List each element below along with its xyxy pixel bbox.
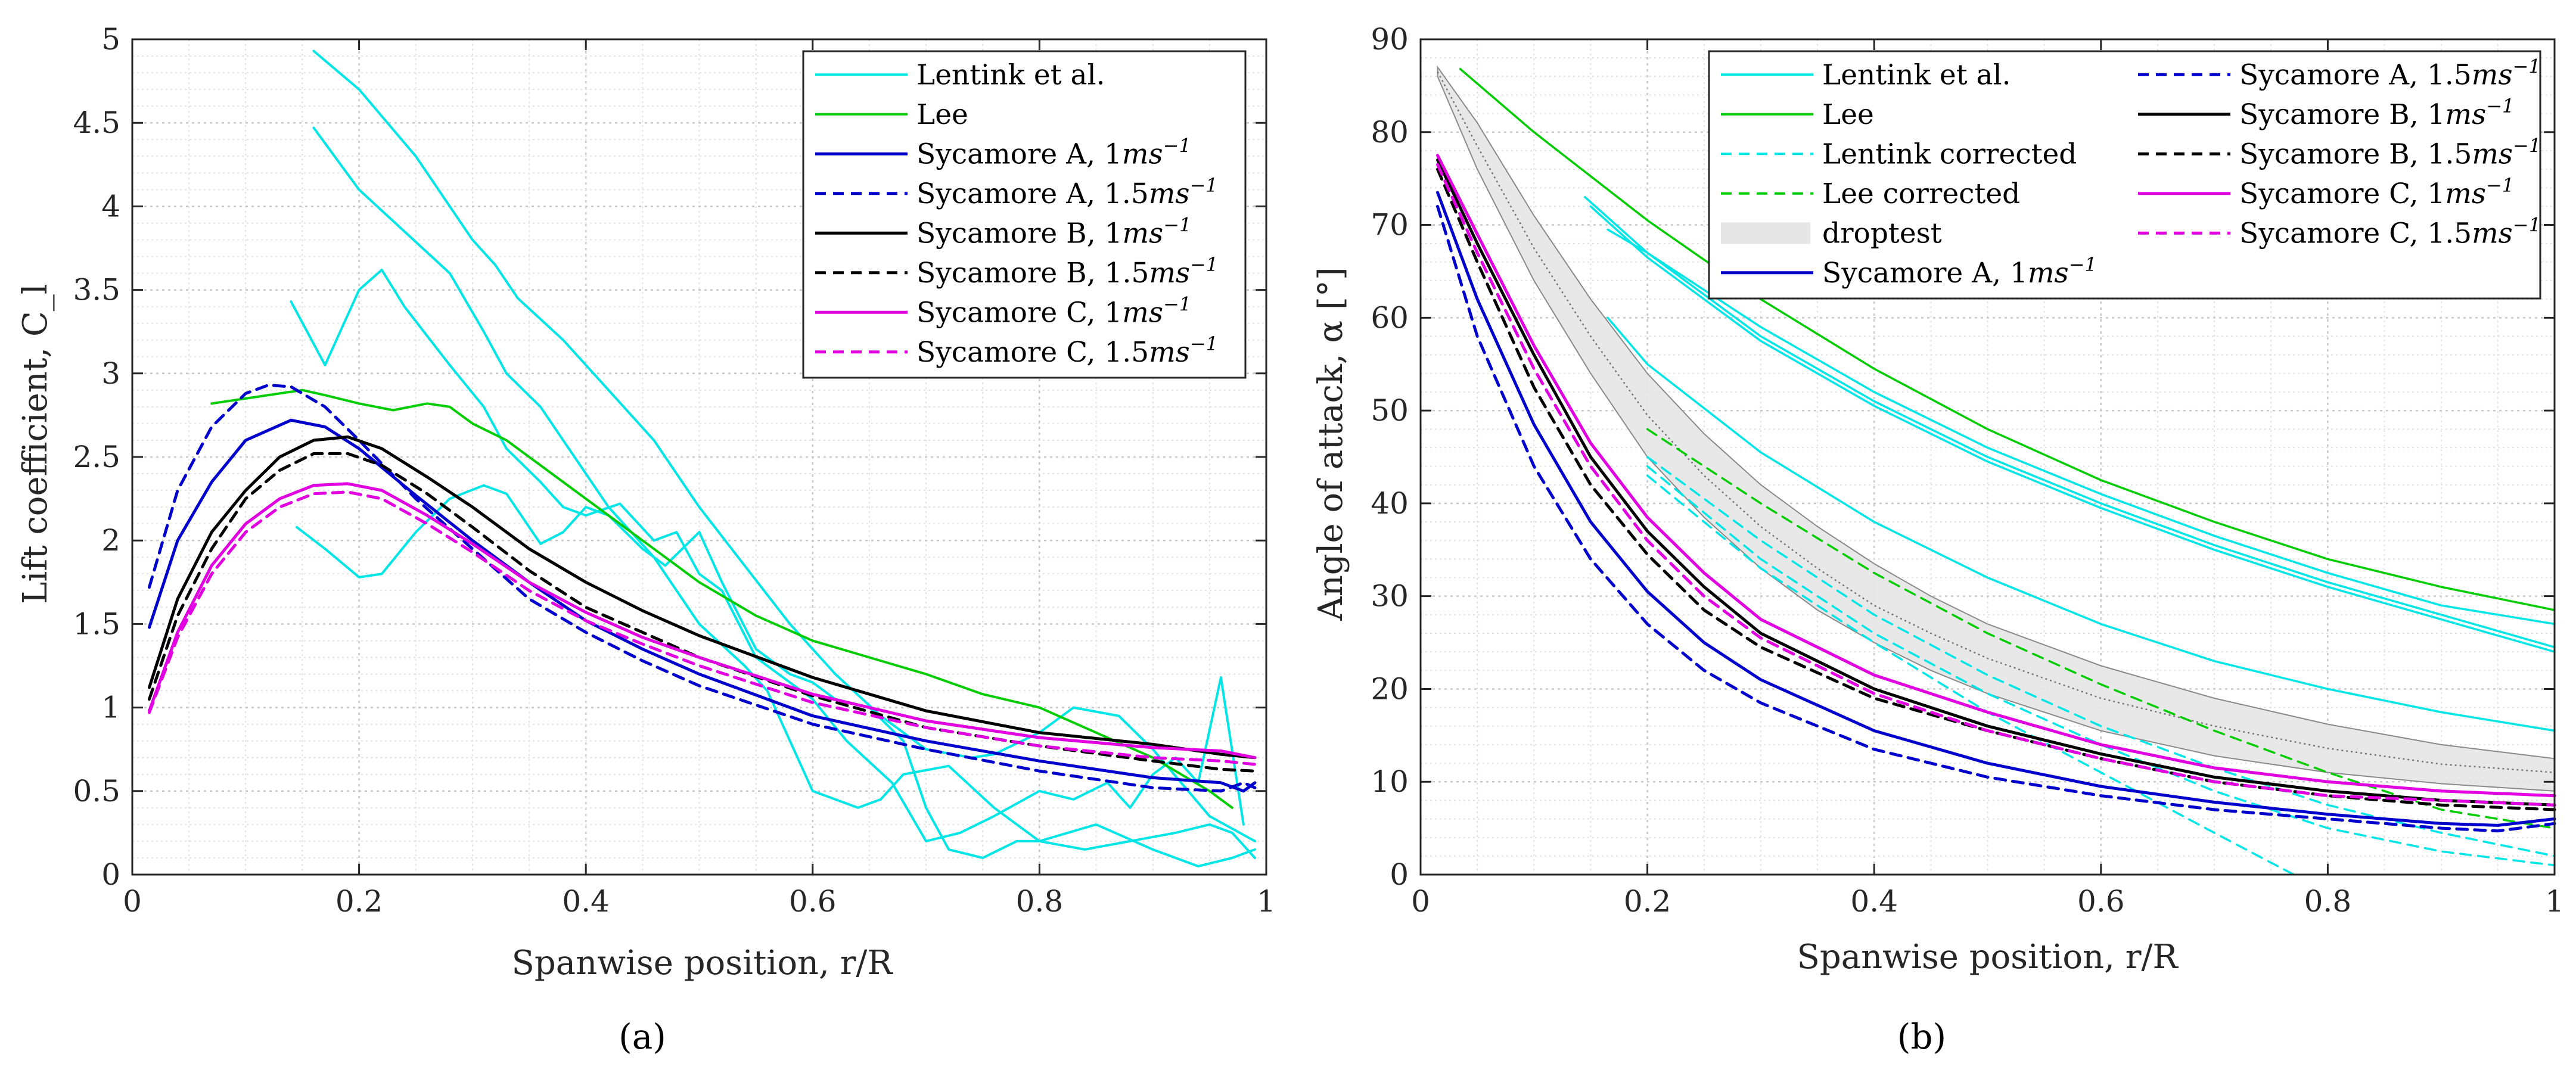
y-tick-label: 0.5 <box>73 774 120 808</box>
x-tick-label: 0.2 <box>335 884 383 919</box>
series-line-a-1 <box>312 126 1256 859</box>
series-line-a-9 <box>148 482 1257 760</box>
series-line-b-10 <box>1436 204 2556 833</box>
x-tick-label: 0.6 <box>2077 884 2125 919</box>
x-tick-label: 0.6 <box>789 884 837 919</box>
legend-label: Sycamore A, 1.5ms−1 <box>916 174 1218 210</box>
series-line-b-7 <box>1646 456 2556 857</box>
series-line-b-14 <box>1436 163 2556 807</box>
plot-frame-b <box>1419 38 2556 876</box>
droptest-mean-line <box>1437 71 2555 773</box>
series-line-b-12 <box>1436 167 2556 811</box>
legend-label: Sycamore A, 1ms−1 <box>1822 253 2097 290</box>
y-tick-label: 80 <box>1371 115 1409 150</box>
legend-box <box>802 50 1247 379</box>
y-tick-label: 70 <box>1371 208 1409 242</box>
x-tick-label: 0.2 <box>1624 884 1671 919</box>
y-tick-label: 40 <box>1371 486 1409 521</box>
series-line-a-6 <box>148 383 1257 793</box>
legend-label: Sycamore C, 1.5ms−1 <box>916 332 1218 369</box>
series-line-b-2 <box>1606 228 2556 626</box>
series-line-b-0 <box>1584 196 2556 649</box>
legend-label: droptest <box>1822 217 1942 250</box>
series-line-b-9 <box>1436 191 2556 827</box>
legend-label: Lentink corrected <box>1822 138 2077 170</box>
legend-label: Sycamore C, 1ms−1 <box>916 293 1191 329</box>
legend-label: Sycamore B, 1.5ms−1 <box>916 253 1218 290</box>
y-tick-label: 5 <box>101 22 120 57</box>
y-axis-label-b: Angle of attack, α [°] <box>1312 267 1350 621</box>
panel-label-b: (b) <box>1897 1016 1946 1057</box>
y-tick-label: 2 <box>101 523 120 558</box>
y-tick-label: 4.5 <box>73 105 120 140</box>
y-tick-label: 1.5 <box>73 606 120 641</box>
y-tick-label: 20 <box>1371 671 1409 706</box>
legend-label: Sycamore A, 1.5ms−1 <box>2239 55 2541 91</box>
y-tick-label: 30 <box>1371 579 1409 614</box>
y-tick-label: 50 <box>1371 393 1409 428</box>
legend-label: Sycamore C, 1ms−1 <box>2239 174 2514 210</box>
legend-label: Sycamore A, 1ms−1 <box>916 134 1191 170</box>
x-axis-label-a: Spanwise position, r/R <box>512 944 894 982</box>
x-tick-label: 1 <box>1257 884 1276 919</box>
legend-label: Sycamore B, 1ms−1 <box>916 213 1191 250</box>
series-line-b-4 <box>1459 68 2556 611</box>
x-tick-label: 0 <box>123 884 142 919</box>
legend-label: Lentink et al. <box>1822 58 2011 91</box>
legend-label: Lentink et al. <box>916 58 1105 91</box>
y-tick-label: 2.5 <box>73 440 120 474</box>
y-tick-label: 10 <box>1371 764 1409 799</box>
legend-box <box>1708 50 2541 300</box>
y-tick-label: 90 <box>1371 22 1409 57</box>
series-line-a-10 <box>148 490 1257 766</box>
series-line-a-2 <box>290 269 1245 842</box>
y-tick-label: 0 <box>1390 857 1409 892</box>
y-tick-label: 60 <box>1371 300 1409 335</box>
series-line-b-11 <box>1436 158 2556 807</box>
chart-panel-a: 0 0.2 0.4 0.6 0.8 1 0 0.5 1 1.5 2 2.5 3 3.5 4 4.5 5 Lent… <box>16 22 1276 1057</box>
legend-label: Sycamore B, 1.5ms−1 <box>2239 134 2541 170</box>
series-line-a-5 <box>148 418 1257 793</box>
series-line-b-1 <box>1589 205 2556 653</box>
x-tick-label: 0.8 <box>2304 884 2352 919</box>
y-tick-label: 0 <box>101 857 120 892</box>
y-tick-label: 1 <box>101 690 120 725</box>
y-tick-label: 3 <box>101 356 120 391</box>
x-axis-label-b: Spanwise position, r/R <box>1797 938 2179 976</box>
y-axis-label-a: Lift coefficient, C_l <box>16 284 55 604</box>
series-line-a-4 <box>210 388 1233 809</box>
legend-swatch <box>1721 222 1810 244</box>
legend-label: Lee <box>1822 98 1874 131</box>
series-line-b-13 <box>1436 154 2556 798</box>
x-tick-label: 0.4 <box>562 884 610 919</box>
legend-label: Lee <box>916 98 968 131</box>
legend-label: Sycamore C, 1.5ms−1 <box>2239 213 2541 250</box>
legend-label: Sycamore B, 1ms−1 <box>2239 95 2514 131</box>
x-tick-label: 1 <box>2545 884 2564 919</box>
series-line-a-7 <box>148 435 1257 760</box>
series-line-a-0 <box>312 49 1256 842</box>
x-tick-label: 0 <box>1411 884 1430 919</box>
panel-label-a: (a) <box>619 1016 666 1057</box>
y-tick-label: 3.5 <box>73 273 120 307</box>
y-tick-label: 4 <box>101 189 120 223</box>
x-tick-label: 0.8 <box>1016 884 1064 919</box>
series-line-b-3 <box>1606 316 2556 732</box>
x-tick-label: 0.4 <box>1850 884 1898 919</box>
legend-label: Lee corrected <box>1822 178 2020 210</box>
